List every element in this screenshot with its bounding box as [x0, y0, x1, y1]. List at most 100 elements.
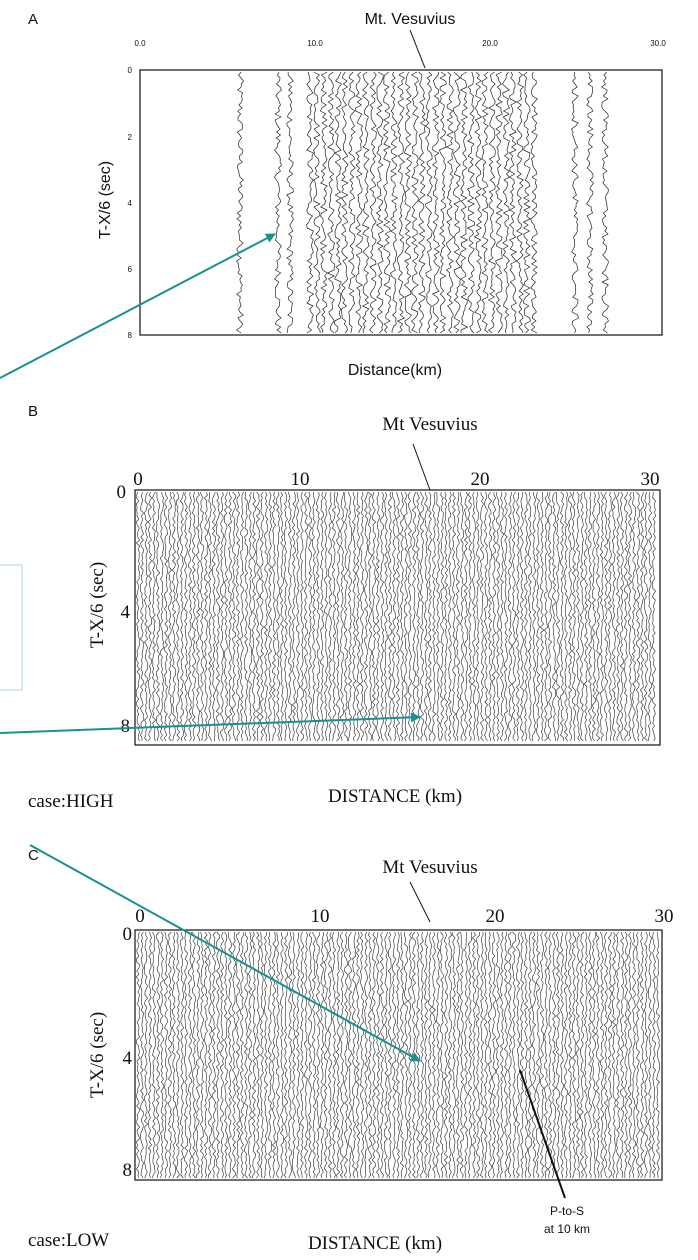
landmark: Mt Vesuvius: [382, 857, 477, 878]
trace: [567, 491, 573, 742]
trace: [159, 491, 165, 742]
trace: [276, 491, 281, 742]
trace: [275, 931, 281, 1179]
arrows: [0, 233, 421, 1062]
trace: [347, 491, 353, 742]
plot-frame: [134, 489, 661, 746]
landmark: Mt. Vesuvius: [365, 11, 456, 28]
trace: [235, 491, 241, 742]
trace: [199, 491, 205, 742]
x-tick-label: 30: [641, 469, 660, 490]
x-axis-label: DISTANCE (km): [308, 1233, 442, 1254]
trace: [231, 491, 237, 742]
x-axis-label: Distance(km): [348, 362, 442, 379]
trace: [391, 931, 397, 1179]
trace: [183, 931, 189, 1179]
trace: [347, 71, 356, 334]
trace: [299, 491, 305, 742]
trace: [475, 491, 480, 742]
trace: [599, 931, 605, 1179]
trace: [183, 491, 189, 742]
trace: [611, 931, 617, 1179]
trace: [643, 491, 649, 742]
trace: [287, 491, 292, 742]
trace: [271, 931, 277, 1179]
trace: [319, 491, 324, 742]
trace: [527, 931, 533, 1179]
trace: [651, 931, 657, 1179]
trace: [359, 491, 365, 742]
trace: [227, 491, 233, 742]
trace: [341, 71, 349, 334]
trace: [369, 71, 377, 334]
trace: [543, 931, 549, 1179]
trace: [619, 931, 625, 1179]
x-tick-label: 30.0: [650, 39, 666, 48]
trace: [579, 931, 585, 1179]
case-label: case:HIGH: [28, 791, 114, 812]
trace: [339, 931, 345, 1179]
trace: [343, 931, 349, 1179]
trace: [207, 491, 213, 742]
trace: [627, 491, 633, 742]
trace: [451, 931, 457, 1179]
trace: [396, 71, 406, 334]
trace: [555, 491, 561, 742]
trace: [379, 491, 385, 742]
trace: [431, 71, 440, 334]
trace: [399, 931, 405, 1179]
trace: [347, 931, 353, 1179]
trace: [452, 491, 457, 742]
trace: [447, 491, 453, 742]
trace: [586, 71, 594, 334]
trace: [651, 491, 657, 742]
trace: [467, 931, 473, 1179]
trace: [375, 71, 384, 334]
annotation: at 10 km: [544, 1222, 590, 1236]
trace: [647, 491, 653, 742]
trace: [627, 931, 633, 1179]
trace: [435, 491, 441, 742]
trace: [463, 932, 469, 1179]
trace: [539, 492, 545, 742]
trace: [215, 491, 221, 742]
trace: [307, 491, 313, 742]
trace: [631, 931, 637, 1179]
trace: [367, 931, 373, 1179]
trace: [303, 491, 309, 742]
trace: [180, 931, 185, 1179]
trace: [167, 491, 173, 742]
trace: [195, 491, 201, 742]
y-axis-label: T-X/6 (sec): [87, 562, 108, 648]
trace: [179, 491, 185, 742]
trace: [286, 71, 294, 334]
trace: [399, 491, 405, 742]
trace: [522, 71, 531, 334]
trace: [547, 931, 553, 1179]
trace: [471, 931, 477, 1179]
trace: [263, 491, 269, 742]
trace: [307, 931, 313, 1179]
trace: [535, 491, 541, 742]
trace: [143, 491, 149, 742]
landmark-pointer: [409, 881, 431, 923]
trace: [419, 491, 425, 742]
trace: [143, 931, 149, 1179]
y-tick-label: 0: [123, 924, 133, 945]
trace: [543, 492, 549, 742]
trace: [499, 491, 505, 742]
y-tick-label: 6: [128, 265, 133, 274]
trace: [267, 491, 273, 742]
trace: [256, 931, 261, 1179]
trace: [483, 931, 488, 1179]
trace: [187, 491, 193, 742]
trace: [255, 491, 261, 742]
trace: [417, 71, 426, 334]
trace: [343, 491, 349, 742]
trace: [355, 71, 364, 334]
trace: [559, 931, 564, 1179]
trace: [487, 931, 492, 1179]
y-tick-label: 8: [128, 331, 133, 340]
x-tick-label: 10: [311, 906, 330, 927]
trace: [459, 71, 469, 334]
